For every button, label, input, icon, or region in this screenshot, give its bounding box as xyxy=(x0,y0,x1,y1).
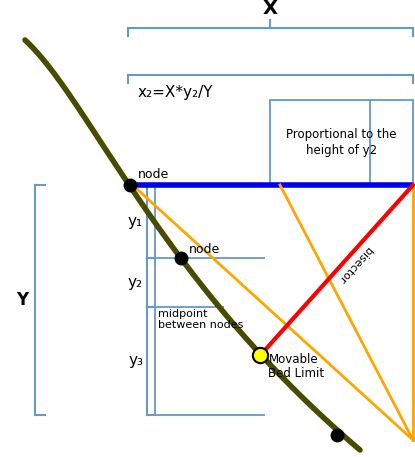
Bar xyxy=(270,100,413,185)
Text: Proportional to the
height of y2: Proportional to the height of y2 xyxy=(286,128,397,157)
Text: node: node xyxy=(189,243,220,256)
Text: y₁: y₁ xyxy=(128,214,143,229)
Text: y₂: y₂ xyxy=(128,275,143,290)
Text: node: node xyxy=(137,168,169,181)
Text: Movable
Bed Limit: Movable Bed Limit xyxy=(269,353,325,380)
Text: X: X xyxy=(263,0,278,18)
Text: bisector: bisector xyxy=(336,245,374,285)
Text: Y: Y xyxy=(16,291,28,309)
Text: y₃: y₃ xyxy=(128,354,143,368)
Text: midpoint
between nodes: midpoint between nodes xyxy=(158,309,243,330)
Text: x₂=X*y₂/Y: x₂=X*y₂/Y xyxy=(137,85,213,100)
